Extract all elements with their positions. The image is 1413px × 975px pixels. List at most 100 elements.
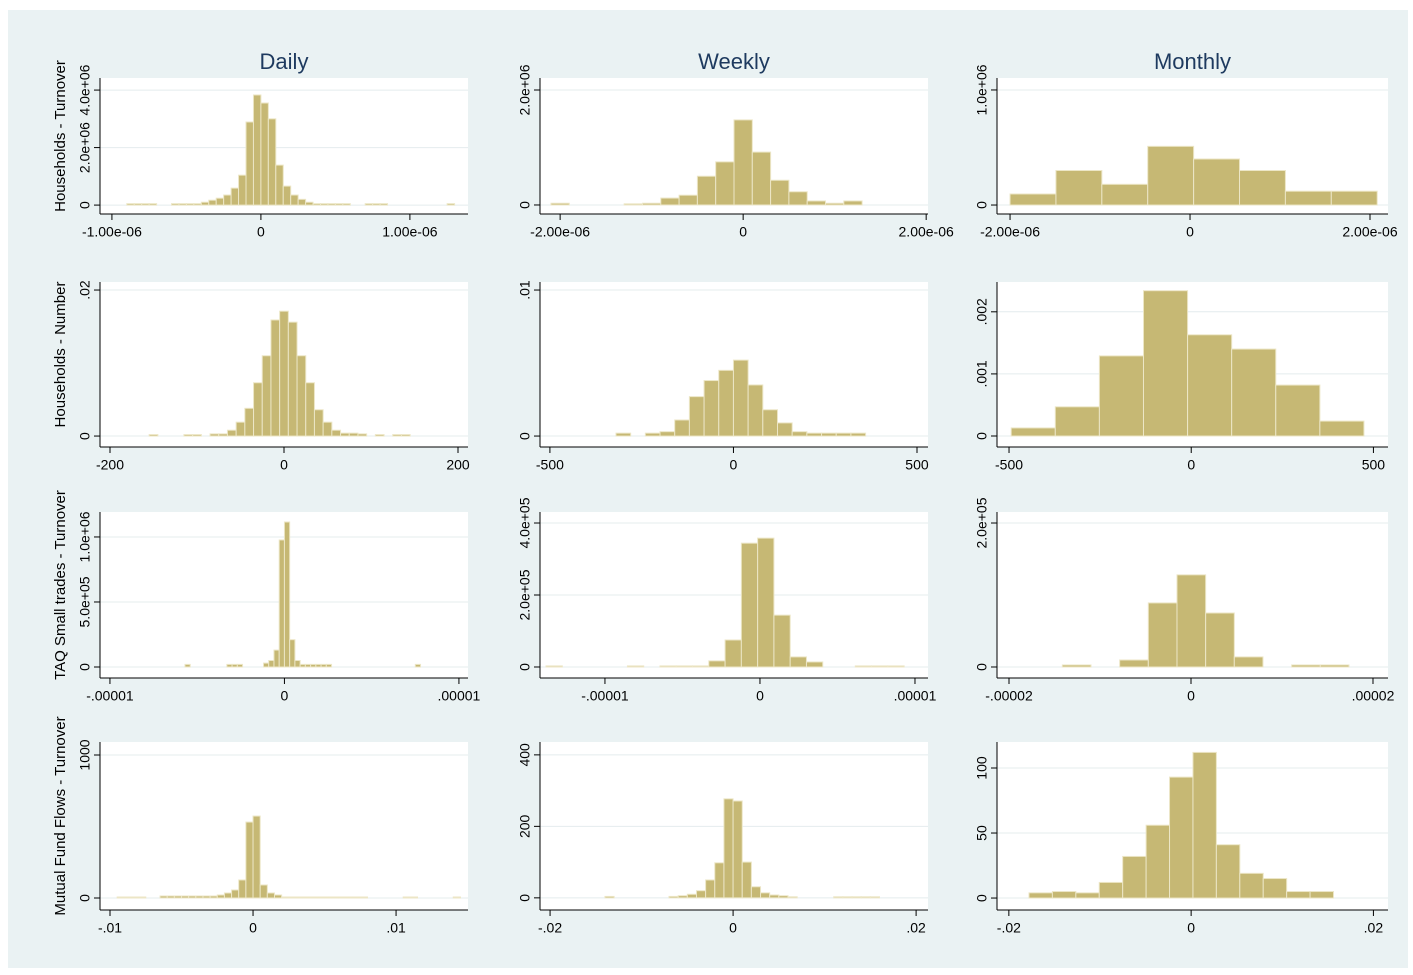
histogram-bar: [1192, 751, 1217, 899]
histogram-bar: [364, 203, 374, 206]
x-tick-label: -.02: [538, 920, 562, 936]
histogram-bar: [733, 119, 753, 206]
histogram-bar: [310, 663, 317, 668]
histogram-bar: [615, 432, 632, 437]
histogram-bar: [273, 649, 280, 668]
histogram-bar: [696, 175, 717, 206]
histogram-bar: [130, 896, 140, 899]
histogram-bar: [1193, 158, 1241, 206]
y-tick-label: 0: [517, 201, 533, 209]
x-tick-label: 0: [756, 688, 764, 704]
histogram-bar: [835, 432, 852, 437]
y-tick-label: 5.0e+05: [77, 576, 93, 627]
x-tick-label: 0: [729, 920, 737, 936]
histogram-bar: [316, 896, 326, 899]
histogram-bar: [732, 359, 749, 437]
histogram-bar: [270, 319, 281, 437]
y-tick-label: 200: [517, 814, 533, 838]
x-tick-label: 0: [1187, 688, 1195, 704]
y-tick-label: 0: [517, 894, 533, 902]
histogram-bar: [309, 896, 318, 899]
histogram-bar: [352, 896, 361, 899]
histogram-bar: [252, 94, 262, 206]
histogram-bar: [334, 203, 344, 206]
histogram-bar: [1147, 602, 1178, 668]
histogram-bar: [723, 798, 734, 899]
x-tick-label: -.01: [98, 920, 122, 936]
histogram-bar: [159, 895, 168, 899]
histogram-bar: [1075, 892, 1100, 899]
histogram-bar: [238, 174, 247, 206]
histogram-bar: [379, 203, 389, 206]
histogram-bar: [757, 537, 775, 668]
y-tick-label: 2.0e+06: [77, 122, 93, 173]
histogram-bar: [1061, 664, 1092, 668]
histogram-bar: [209, 433, 220, 437]
histogram-bar: [261, 355, 272, 437]
y-tick-label: 0: [77, 894, 93, 902]
histogram-bar: [372, 203, 381, 206]
histogram-bar: [138, 896, 147, 899]
histogram-bar: [1142, 290, 1189, 437]
histogram-bar: [231, 663, 238, 668]
histogram-bar: [1098, 355, 1144, 437]
histogram-bar: [1239, 170, 1286, 206]
histogram-bar: [703, 380, 720, 437]
x-tick-label: 0: [730, 457, 738, 473]
histogram-bar: [304, 663, 312, 668]
histogram-bar: [183, 434, 194, 437]
histogram-bar: [305, 201, 314, 206]
histogram-bar: [133, 203, 143, 206]
histogram-bar: [290, 194, 299, 206]
histogram-bar: [268, 659, 275, 668]
x-tick-label: .00001: [894, 688, 937, 704]
y-tick-label: 4.0e+06: [77, 64, 93, 115]
histogram-bar: [446, 203, 456, 206]
histogram-bar: [235, 421, 246, 437]
histogram-bar: [641, 202, 662, 206]
histogram-bar: [297, 198, 307, 206]
column-title: Weekly: [698, 49, 770, 74]
x-tick-label: -1.00e-06: [82, 224, 142, 240]
histogram-bar: [342, 203, 351, 206]
histogram-bar: [325, 663, 333, 668]
histogram-bar: [320, 663, 327, 668]
histogram-bar: [1319, 420, 1365, 437]
histogram-bar: [226, 663, 233, 668]
y-tick-label: 1.0e+06: [77, 511, 93, 562]
histogram-bar: [312, 203, 322, 206]
histogram-bar: [148, 203, 158, 206]
histogram-bar: [123, 896, 132, 899]
histogram-bar: [1098, 881, 1124, 899]
y-tick-label: 50: [974, 825, 990, 841]
histogram-bar: [340, 432, 350, 437]
x-tick-label: -2.00e-06: [530, 224, 590, 240]
histogram-bar: [1145, 824, 1171, 899]
histogram-bar: [193, 203, 202, 206]
histogram-bar: [273, 894, 283, 899]
histogram-bar: [1122, 855, 1147, 899]
histogram-bar: [626, 665, 645, 668]
histogram-bar: [231, 889, 240, 899]
histogram-bar: [1176, 574, 1207, 668]
histogram-bar: [604, 895, 615, 899]
histogram-bar: [550, 202, 570, 206]
histogram-bar: [414, 663, 422, 668]
histogram-bar: [1262, 878, 1288, 899]
histogram-bar: [769, 894, 780, 899]
histogram-bar: [1309, 891, 1334, 899]
histogram-bar: [1101, 183, 1149, 206]
histogram-bar: [338, 896, 347, 899]
histogram-bar: [226, 429, 237, 437]
histogram-bar: [1051, 891, 1077, 899]
histogram-bar: [267, 118, 277, 206]
x-tick-label: 0: [1187, 920, 1195, 936]
histogram-bar: [374, 434, 385, 437]
histogram-bar: [166, 895, 175, 899]
histogram-bar: [331, 896, 340, 899]
histogram-bar: [357, 433, 368, 437]
histogram-bar: [705, 879, 716, 899]
histogram-bar: [741, 861, 752, 899]
histogram-bar: [287, 321, 298, 437]
histogram-bar: [788, 191, 808, 206]
